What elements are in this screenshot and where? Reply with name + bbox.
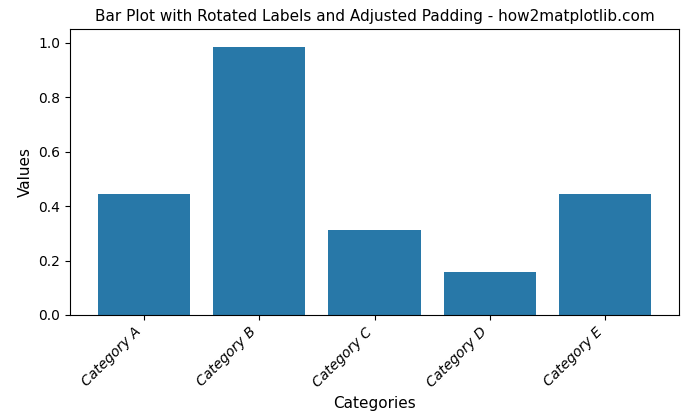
Y-axis label: Values: Values <box>18 147 33 197</box>
X-axis label: Categories: Categories <box>333 396 416 411</box>
Bar <box>98 194 190 315</box>
Bar <box>213 47 305 315</box>
Bar <box>444 273 536 315</box>
Bar <box>559 194 651 315</box>
Title: Bar Plot with Rotated Labels and Adjusted Padding - how2matplotlib.com: Bar Plot with Rotated Labels and Adjuste… <box>94 9 654 24</box>
Bar <box>328 231 421 315</box>
